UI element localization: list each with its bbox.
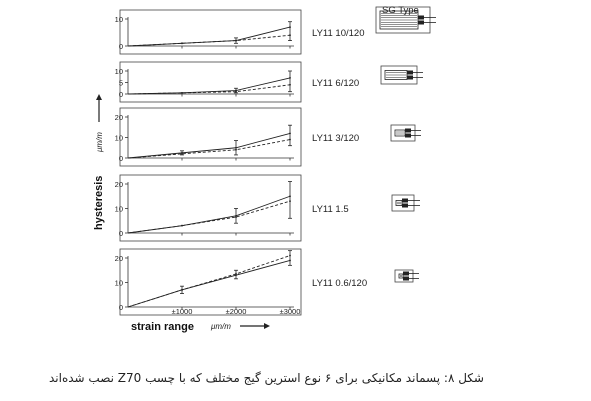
strain-gauge-3-icon bbox=[390, 124, 421, 142]
x-axis-title: strain range μm/m bbox=[131, 321, 270, 333]
y-tick-label: 10 bbox=[115, 205, 123, 214]
y-axis-title: hysteresis μm/m bbox=[93, 94, 105, 230]
x-tick-labels: ±1000 ±2000 ±3000 bbox=[172, 307, 301, 316]
y-tick-label: 20 bbox=[115, 254, 123, 263]
x-tick-label: ±3000 bbox=[280, 307, 301, 316]
gauge-type-label: LY11 10/120 bbox=[312, 28, 364, 39]
x-tick-label: ±2000 bbox=[226, 307, 247, 316]
x-axis-arrow-head bbox=[264, 323, 270, 329]
dashed-series-line bbox=[127, 200, 291, 234]
strain-gauge-6-icon bbox=[380, 65, 423, 85]
solid-series-line bbox=[127, 195, 291, 234]
y-tick-label: 10 bbox=[115, 67, 123, 76]
gauge-type-label: LY11 1.5 bbox=[312, 204, 349, 215]
chart-panel: 0 5 10 LY11 6/120 bbox=[115, 61, 359, 103]
gauge-icons bbox=[375, 6, 436, 283]
y-tick-label: 0 bbox=[119, 42, 123, 51]
chart-panel: 0 10 20 LY11 0.6/120 bbox=[115, 248, 367, 316]
y-axis-arrow-head bbox=[96, 94, 102, 100]
y-tick-label: 0 bbox=[119, 303, 123, 312]
gauge-type-label: LY11 0.6/120 bbox=[312, 278, 367, 289]
y-unit: μm/m bbox=[95, 132, 104, 153]
chart-panel: 0 10 LY11 10/120 bbox=[115, 9, 364, 55]
gauge-type-label: LY11 6/120 bbox=[312, 78, 359, 89]
dashed-series-line bbox=[127, 255, 291, 308]
x-label: strain range bbox=[131, 321, 194, 333]
y-tick-label: 10 bbox=[115, 15, 123, 24]
y-tick-label: 0 bbox=[119, 90, 123, 99]
chart-panel: 0 10 20 LY11 1.5 bbox=[115, 174, 349, 242]
solid-series-line bbox=[127, 26, 291, 47]
chart-panel: 0 10 20 LY11 3/120 bbox=[115, 107, 359, 167]
y-tick-label: 20 bbox=[115, 113, 123, 122]
y-label: hysteresis bbox=[93, 176, 105, 230]
panel-frame bbox=[119, 9, 302, 55]
data-point bbox=[181, 91, 183, 94]
panel-frame bbox=[119, 107, 302, 167]
y-tick-label: 10 bbox=[115, 134, 123, 143]
solid-series-line bbox=[127, 260, 291, 308]
data-point bbox=[181, 224, 183, 227]
dashed-series-line bbox=[127, 84, 291, 95]
y-tick-label: 10 bbox=[115, 279, 123, 288]
x-unit: μm/m bbox=[210, 322, 231, 331]
dashed-series-line bbox=[127, 139, 291, 159]
y-tick-label: 20 bbox=[115, 180, 123, 189]
x-tick-label: ±1000 bbox=[172, 307, 193, 316]
panel-frame bbox=[119, 174, 302, 242]
strain-gauge-1-5-icon bbox=[391, 194, 420, 212]
panel-frame bbox=[119, 61, 302, 103]
sg-type-heading: SG Type bbox=[382, 5, 419, 16]
panel-frame bbox=[119, 248, 302, 316]
data-point bbox=[181, 42, 183, 45]
dashed-series-line bbox=[127, 34, 291, 47]
y-tick-label: 0 bbox=[119, 229, 123, 238]
y-tick-label: 5 bbox=[119, 79, 123, 88]
strain-gauge-0-6-icon bbox=[394, 269, 419, 283]
gauge-type-label: LY11 3/120 bbox=[312, 133, 359, 144]
figure-caption: شکل ۸: پسماند مکانیکی برای ۶ نوع استرین … bbox=[49, 371, 484, 385]
solid-series-line bbox=[127, 77, 291, 95]
chart-panels: 0 10 LY11 10/120 0 5 10 LY11 6/120 0 10 20 LY11 3/… bbox=[115, 9, 367, 316]
strain-gauge-10-icon bbox=[375, 6, 436, 34]
y-tick-label: 0 bbox=[119, 154, 123, 163]
solid-series-line bbox=[127, 132, 291, 159]
